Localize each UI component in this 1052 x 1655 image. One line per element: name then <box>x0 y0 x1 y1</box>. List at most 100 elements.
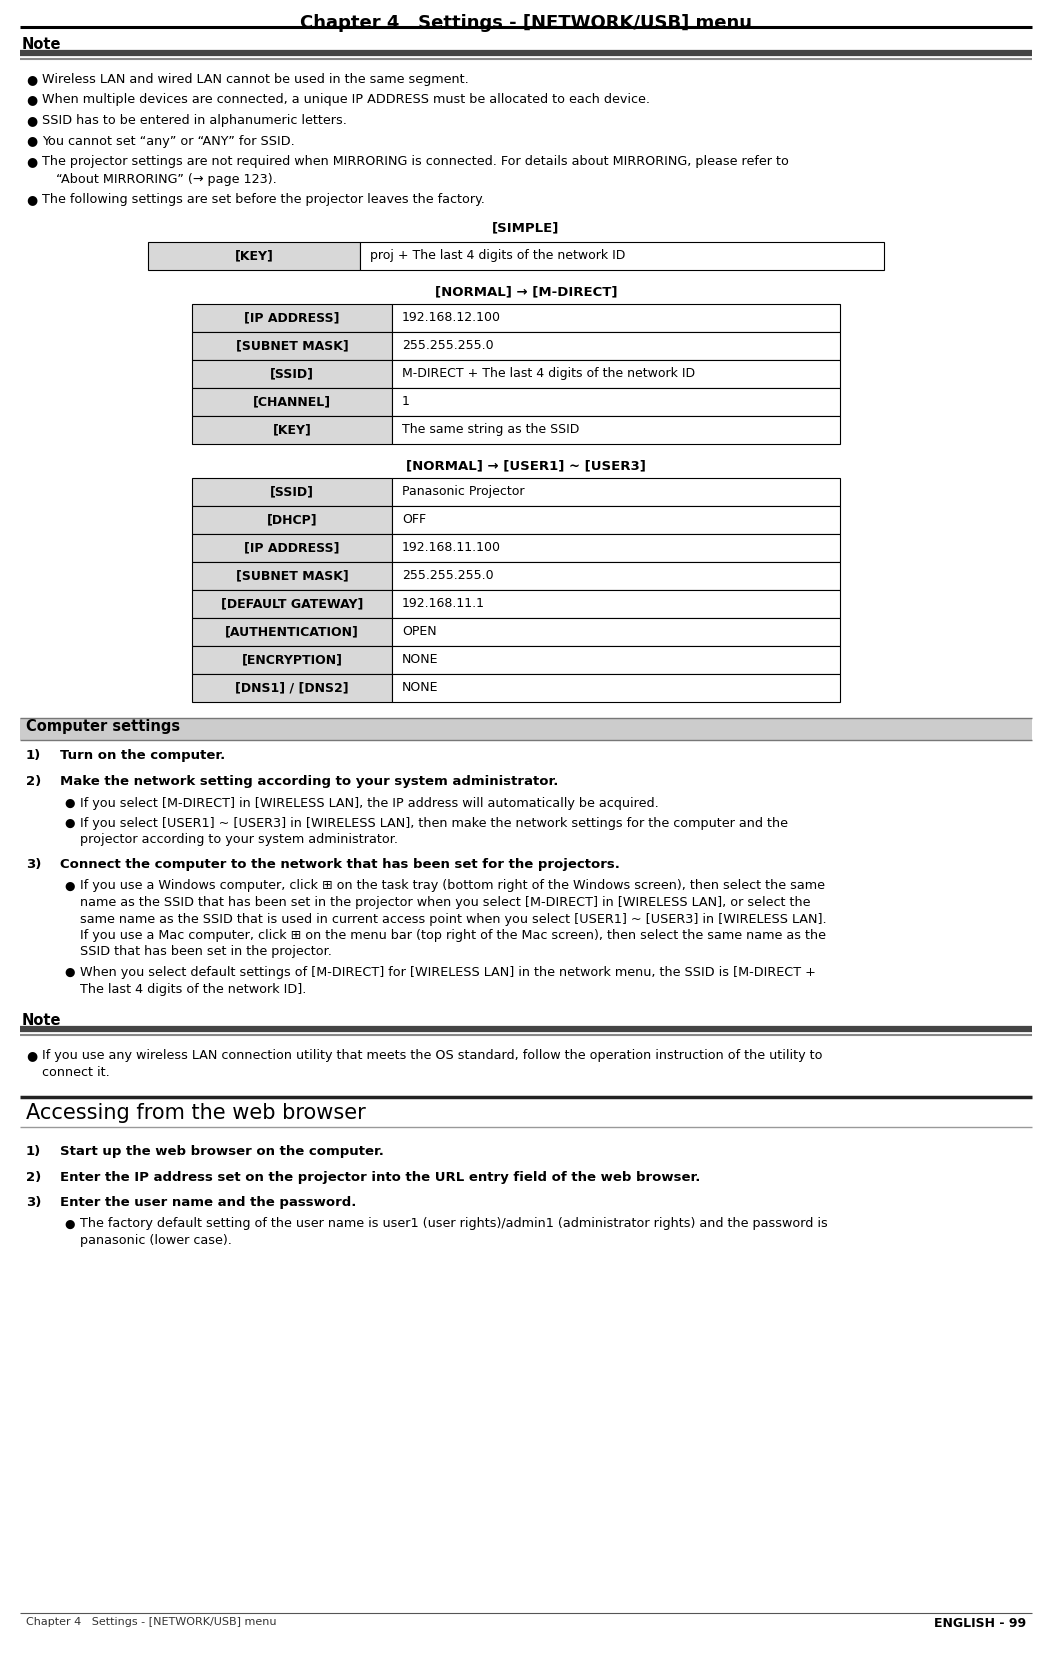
Bar <box>193 617 392 645</box>
Text: ●: ● <box>64 818 75 831</box>
Text: 255.255.255.0: 255.255.255.0 <box>402 339 493 353</box>
Text: ●: ● <box>64 967 75 980</box>
Text: Wireless LAN and wired LAN cannot be used in the same segment.: Wireless LAN and wired LAN cannot be use… <box>42 73 469 86</box>
Text: Chapter 4   Settings - [NETWORK/USB] menu: Chapter 4 Settings - [NETWORK/USB] menu <box>26 1617 277 1627</box>
Text: [IP ADDRESS]: [IP ADDRESS] <box>244 311 340 324</box>
Text: 1: 1 <box>402 396 410 409</box>
Text: OFF: OFF <box>402 513 426 526</box>
Text: 192.168.11.100: 192.168.11.100 <box>402 541 501 554</box>
Bar <box>193 645 392 674</box>
Bar <box>392 359 839 387</box>
Bar <box>392 303 839 331</box>
Text: When you select default settings of [M-DIRECT] for [WIRELESS LAN] in the network: When you select default settings of [M-D… <box>80 967 816 980</box>
Text: name as the SSID that has been set in the projector when you select [M-DIRECT] i: name as the SSID that has been set in th… <box>80 895 810 909</box>
Bar <box>193 387 392 415</box>
Text: The same string as the SSID: The same string as the SSID <box>402 424 580 435</box>
Text: 192.168.12.100: 192.168.12.100 <box>402 311 501 324</box>
Text: ENGLISH - 99: ENGLISH - 99 <box>934 1617 1026 1630</box>
Text: Turn on the computer.: Turn on the computer. <box>60 750 225 763</box>
Text: ●: ● <box>64 796 75 809</box>
Text: SSID has to be entered in alphanumeric letters.: SSID has to be entered in alphanumeric l… <box>42 114 347 127</box>
Text: ●: ● <box>26 194 37 205</box>
Text: Computer settings: Computer settings <box>26 720 180 735</box>
Text: ●: ● <box>26 1049 37 1063</box>
Text: [NORMAL] → [M-DIRECT]: [NORMAL] → [M-DIRECT] <box>434 286 618 298</box>
Text: You cannot set “any” or “ANY” for SSID.: You cannot set “any” or “ANY” for SSID. <box>42 134 295 147</box>
Text: 2): 2) <box>26 775 41 788</box>
Bar <box>392 415 839 444</box>
Text: Connect the computer to the network that has been set for the projectors.: Connect the computer to the network that… <box>60 857 620 871</box>
Text: OPEN: OPEN <box>402 626 437 637</box>
Text: NONE: NONE <box>402 680 439 693</box>
Text: If you select [USER1] ~ [USER3] in [WIRELESS LAN], then make the network setting: If you select [USER1] ~ [USER3] in [WIRE… <box>80 818 788 831</box>
Text: [ENCRYPTION]: [ENCRYPTION] <box>242 654 343 665</box>
Bar <box>392 589 839 617</box>
Text: Enter the user name and the password.: Enter the user name and the password. <box>60 1197 357 1210</box>
Text: [DNS1] / [DNS2]: [DNS1] / [DNS2] <box>236 680 349 693</box>
Bar <box>193 478 392 505</box>
Bar <box>193 331 392 359</box>
Bar <box>193 359 392 387</box>
Text: Panasonic Projector: Panasonic Projector <box>402 485 525 498</box>
Text: projector according to your system administrator.: projector according to your system admin… <box>80 834 398 846</box>
Text: ●: ● <box>26 156 37 169</box>
Text: [SSID]: [SSID] <box>270 485 313 498</box>
Text: Chapter 4   Settings - [NETWORK/USB] menu: Chapter 4 Settings - [NETWORK/USB] menu <box>300 13 752 31</box>
Text: [KEY]: [KEY] <box>272 424 311 435</box>
Bar <box>392 387 839 415</box>
Text: “About MIRRORING” (→ page 123).: “About MIRRORING” (→ page 123). <box>56 172 277 185</box>
Text: 192.168.11.1: 192.168.11.1 <box>402 597 485 611</box>
Text: M-DIRECT + The last 4 digits of the network ID: M-DIRECT + The last 4 digits of the netw… <box>402 367 695 381</box>
Text: Start up the web browser on the computer.: Start up the web browser on the computer… <box>60 1145 384 1158</box>
Bar <box>392 331 839 359</box>
Text: [SSID]: [SSID] <box>270 367 313 381</box>
Bar <box>193 415 392 444</box>
Text: ●: ● <box>26 114 37 127</box>
Bar <box>193 674 392 702</box>
Bar <box>360 242 884 270</box>
Bar <box>392 561 839 589</box>
Text: If you use a Windows computer, click ⊞ on the task tray (bottom right of the Win: If you use a Windows computer, click ⊞ o… <box>80 879 825 892</box>
Text: ●: ● <box>64 1218 75 1231</box>
Text: 1): 1) <box>26 1145 41 1158</box>
Text: If you use a Mac computer, click ⊞ on the menu bar (top right of the Mac screen): If you use a Mac computer, click ⊞ on th… <box>80 928 826 942</box>
Text: 3): 3) <box>26 857 41 871</box>
Text: [SUBNET MASK]: [SUBNET MASK] <box>236 339 348 353</box>
Text: The last 4 digits of the network ID].: The last 4 digits of the network ID]. <box>80 983 306 996</box>
Text: If you select [M-DIRECT] in [WIRELESS LAN], the IP address will automatically be: If you select [M-DIRECT] in [WIRELESS LA… <box>80 796 659 809</box>
Text: ●: ● <box>26 134 37 147</box>
Text: Make the network setting according to your system administrator.: Make the network setting according to yo… <box>60 775 559 788</box>
Text: [SUBNET MASK]: [SUBNET MASK] <box>236 569 348 583</box>
Text: ●: ● <box>26 73 37 86</box>
Bar <box>392 645 839 674</box>
Text: panasonic (lower case).: panasonic (lower case). <box>80 1235 231 1246</box>
Bar <box>193 505 392 533</box>
Text: [CHANNEL]: [CHANNEL] <box>252 396 331 409</box>
Text: The following settings are set before the projector leaves the factory.: The following settings are set before th… <box>42 194 485 205</box>
Text: [IP ADDRESS]: [IP ADDRESS] <box>244 541 340 554</box>
Text: [DHCP]: [DHCP] <box>267 513 318 526</box>
Text: proj + The last 4 digits of the network ID: proj + The last 4 digits of the network … <box>370 248 625 261</box>
Text: ●: ● <box>26 93 37 106</box>
Text: 2): 2) <box>26 1170 41 1183</box>
Bar <box>392 617 839 645</box>
Text: [AUTHENTICATION]: [AUTHENTICATION] <box>225 626 359 637</box>
Text: Accessing from the web browser: Accessing from the web browser <box>26 1102 366 1124</box>
Text: SSID that has been set in the projector.: SSID that has been set in the projector. <box>80 945 331 958</box>
Bar <box>193 589 392 617</box>
Text: [NORMAL] → [USER1] ~ [USER3]: [NORMAL] → [USER1] ~ [USER3] <box>406 460 646 472</box>
Bar <box>392 478 839 505</box>
Text: When multiple devices are connected, a unique IP ADDRESS must be allocated to ea: When multiple devices are connected, a u… <box>42 93 650 106</box>
Bar <box>392 674 839 702</box>
Text: 255.255.255.0: 255.255.255.0 <box>402 569 493 583</box>
Text: If you use any wireless LAN connection utility that meets the OS standard, follo: If you use any wireless LAN connection u… <box>42 1049 823 1063</box>
Bar <box>193 303 392 331</box>
Text: same name as the SSID that is used in current access point when you select [USER: same name as the SSID that is used in cu… <box>80 912 827 925</box>
Bar <box>193 533 392 561</box>
Text: [KEY]: [KEY] <box>235 248 274 261</box>
Bar <box>20 718 1032 740</box>
Bar <box>148 242 360 270</box>
Bar <box>193 561 392 589</box>
Text: 3): 3) <box>26 1197 41 1210</box>
Text: [SIMPLE]: [SIMPLE] <box>492 222 560 235</box>
